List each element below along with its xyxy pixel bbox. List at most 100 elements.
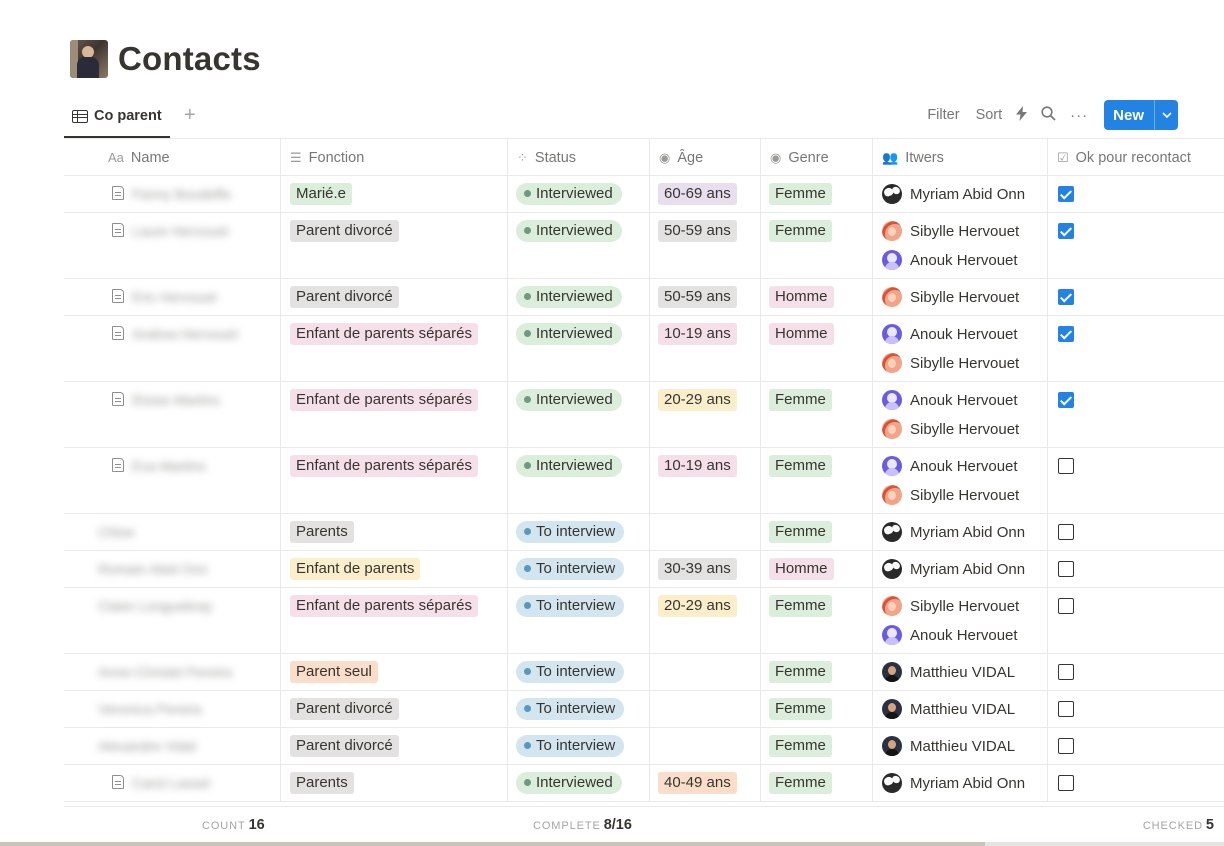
column-header-age[interactable]: ◉ Âge	[649, 139, 760, 176]
fonction-cell[interactable]: Enfant de parents	[280, 551, 507, 587]
contact-name[interactable]: Carol Lassel	[132, 775, 210, 791]
name-cell[interactable]: Chloe	[64, 514, 280, 550]
age-cell[interactable]: 20-29 ans	[649, 382, 760, 447]
itwers-cell[interactable]: Myriam Abid Onn	[872, 514, 1047, 550]
status-cell[interactable]: To interview	[507, 588, 649, 653]
checkbox-unchecked[interactable]	[1058, 701, 1074, 717]
contact-name[interactable]: Eric Hervouet	[132, 289, 217, 305]
column-header-genre[interactable]: ◉ Genre	[760, 139, 872, 176]
table-row[interactable]: Chloe Parents To interview Femme Myriam Abid…	[64, 514, 1224, 551]
itwers-cell[interactable]: Myriam Abid Onn	[872, 176, 1047, 212]
more-options-icon[interactable]: ···	[1070, 106, 1089, 124]
genre-cell[interactable]: Femme	[760, 176, 872, 212]
contact-name[interactable]: Alexandre Vidal	[98, 738, 196, 754]
age-cell[interactable]: 10-19 ans	[649, 316, 760, 381]
name-cell[interactable]: Eric Hervouet	[64, 279, 280, 315]
status-cell[interactable]: Interviewed	[507, 176, 649, 212]
table-row[interactable]: Carol Lassel Parents Interviewed 40-49 ans F…	[64, 765, 1224, 802]
checkbox-unchecked[interactable]	[1058, 458, 1074, 474]
tab-co-parent[interactable]: Co parent	[64, 96, 170, 138]
person-chip[interactable]: Anouk Hervouet	[882, 389, 1018, 411]
recontact-cell[interactable]	[1047, 588, 1224, 653]
person-chip[interactable]: Sibylle Hervouet	[882, 595, 1019, 617]
recontact-cell[interactable]	[1047, 765, 1224, 801]
name-cell[interactable]: Anne-Christel Pereira	[64, 654, 280, 690]
filter-button[interactable]: Filter	[927, 107, 960, 123]
itwers-cell[interactable]: Sibylle Hervouet Anouk Hervouet	[872, 588, 1047, 653]
person-chip[interactable]: Sibylle Hervouet	[882, 484, 1019, 506]
name-cell[interactable]: Eloise Martins	[64, 382, 280, 447]
genre-cell[interactable]: Femme	[760, 728, 872, 764]
column-header-recontact[interactable]: ☑ Ok pour recontact	[1047, 139, 1224, 176]
fonction-cell[interactable]: Parent divorcé	[280, 213, 507, 278]
age-cell[interactable]	[649, 691, 760, 727]
recontact-cell[interactable]	[1047, 728, 1224, 764]
chevron-down-icon[interactable]	[1154, 100, 1178, 130]
recontact-cell[interactable]	[1047, 691, 1224, 727]
checked-calculation[interactable]: CHECKED 5	[1142, 817, 1214, 833]
age-cell[interactable]: 30-39 ans	[649, 551, 760, 587]
status-cell[interactable]: To interview	[507, 728, 649, 764]
table-row[interactable]: Laure Hervouet Parent divorcé Interviewed 5…	[64, 213, 1224, 279]
genre-cell[interactable]: Femme	[760, 448, 872, 513]
contact-name[interactable]: Laure Hervouet	[132, 223, 229, 239]
person-chip[interactable]: Matthieu VIDAL	[882, 661, 1015, 683]
age-cell[interactable]: 50-59 ans	[649, 213, 760, 278]
age-cell[interactable]: 40-49 ans	[649, 765, 760, 801]
name-cell[interactable]: Claire Longuebray	[64, 588, 280, 653]
fonction-cell[interactable]: Parent divorcé	[280, 279, 507, 315]
checkbox-unchecked[interactable]	[1058, 664, 1074, 680]
age-cell[interactable]: 50-59 ans	[649, 279, 760, 315]
fonction-cell[interactable]: Enfant de parents séparés	[280, 316, 507, 381]
table-row[interactable]: Eva Martins Enfant de parents séparés Inte…	[64, 448, 1224, 514]
age-cell[interactable]	[649, 654, 760, 690]
checkbox-unchecked[interactable]	[1058, 775, 1074, 791]
person-chip[interactable]: Sibylle Hervouet	[882, 418, 1019, 440]
recontact-cell[interactable]	[1047, 551, 1224, 587]
table-row[interactable]: Fanny Boudeffa Marié.e Interviewed 60-69 an…	[64, 176, 1224, 213]
itwers-cell[interactable]: Matthieu VIDAL	[872, 691, 1047, 727]
complete-calculation[interactable]: COMPLETE 8/16	[533, 817, 632, 833]
contact-name[interactable]: Fanny Boudeffa	[132, 186, 231, 202]
new-button[interactable]: New	[1104, 100, 1178, 130]
checkbox-unchecked[interactable]	[1058, 524, 1074, 540]
checkbox-checked[interactable]	[1058, 186, 1074, 202]
genre-cell[interactable]: Femme	[760, 382, 872, 447]
horizontal-scrollbar[interactable]	[0, 842, 1224, 846]
lightning-icon[interactable]	[1016, 106, 1028, 124]
page-title[interactable]: Contacts	[118, 40, 261, 77]
person-chip[interactable]: Anouk Hervouet	[882, 624, 1018, 646]
genre-cell[interactable]: Homme	[760, 279, 872, 315]
name-cell[interactable]: Alexandre Vidal	[64, 728, 280, 764]
table-row[interactable]: Eric Hervouet Parent divorcé Interviewed 50…	[64, 279, 1224, 316]
contact-name[interactable]: Anne-Christel Pereira	[98, 664, 232, 680]
genre-cell[interactable]: Femme	[760, 588, 872, 653]
itwers-cell[interactable]: Anouk Hervouet Sibylle Hervouet	[872, 448, 1047, 513]
contact-name[interactable]: Claire Longuebray	[98, 598, 213, 614]
recontact-cell[interactable]	[1047, 448, 1224, 513]
checkbox-checked[interactable]	[1058, 289, 1074, 305]
add-view-button[interactable]: +	[184, 104, 196, 126]
status-cell[interactable]: Interviewed	[507, 279, 649, 315]
checkbox-checked[interactable]	[1058, 392, 1074, 408]
itwers-cell[interactable]: Matthieu VIDAL	[872, 728, 1047, 764]
contact-name[interactable]: Eloise Martins	[132, 392, 220, 408]
fonction-cell[interactable]: Marié.e	[280, 176, 507, 212]
table-row[interactable]: Alexandre Vidal Parent divorcé To intervie…	[64, 728, 1224, 765]
age-cell[interactable]	[649, 514, 760, 550]
table-row[interactable]: Andrea Hervouet Enfant de parents séparés…	[64, 316, 1224, 382]
person-chip[interactable]: Sibylle Hervouet	[882, 286, 1019, 308]
table-row[interactable]: Veronica Pereira Parent divorcé To intervi…	[64, 691, 1224, 728]
fonction-cell[interactable]: Enfant de parents séparés	[280, 448, 507, 513]
itwers-cell[interactable]: Sibylle Hervouet	[872, 279, 1047, 315]
fonction-cell[interactable]: Parents	[280, 514, 507, 550]
age-cell[interactable]: 10-19 ans	[649, 448, 760, 513]
person-chip[interactable]: Sibylle Hervouet	[882, 220, 1019, 242]
checkbox-unchecked[interactable]	[1058, 738, 1074, 754]
itwers-cell[interactable]: Matthieu VIDAL	[872, 654, 1047, 690]
status-cell[interactable]: Interviewed	[507, 213, 649, 278]
fonction-cell[interactable]: Enfant de parents séparés	[280, 382, 507, 447]
contact-name[interactable]: Andrea Hervouet	[132, 326, 238, 342]
status-cell[interactable]: Interviewed	[507, 316, 649, 381]
recontact-cell[interactable]	[1047, 316, 1224, 381]
